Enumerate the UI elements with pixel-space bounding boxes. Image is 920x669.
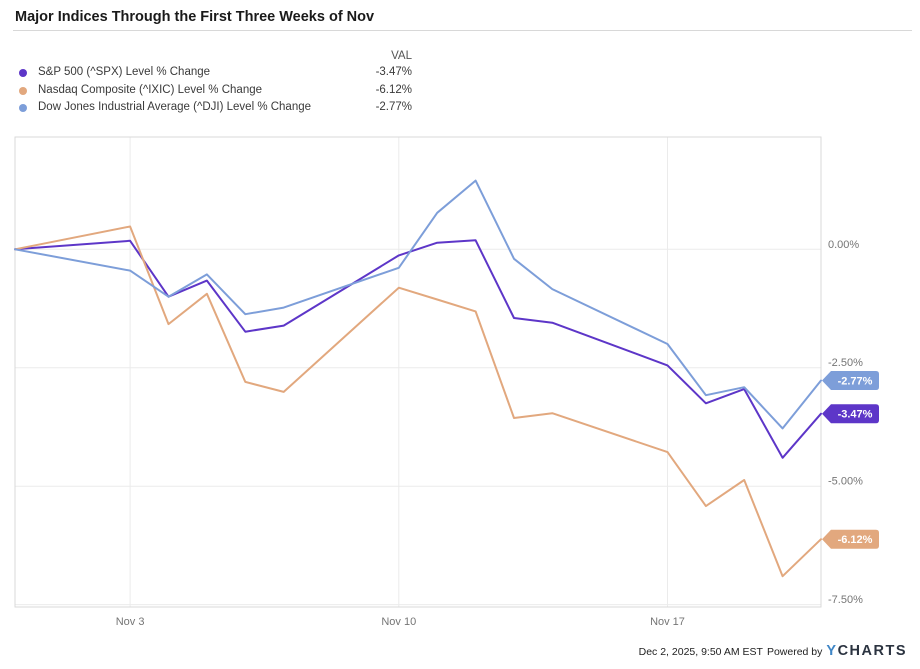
legend-item-dji: Dow Jones Industrial Average (^DJI) Leve… [15, 100, 415, 116]
x-axis-tick-label: Nov 3 [116, 616, 145, 628]
value-badge-2 [822, 371, 879, 391]
timestamp: Dec 2, 2025, 9:50 AM EST [638, 646, 763, 658]
series-line-1 [14, 225, 822, 578]
legend-value: -6.12% [375, 83, 412, 96]
value-badge-1 [822, 529, 879, 549]
value-badge-label-0: -3.47% [838, 408, 873, 420]
x-axis-tick-label: Nov 17 [650, 616, 685, 628]
legend-label: S&P 500 (^SPX) Level % Change [38, 66, 211, 78]
title-divider [13, 30, 912, 31]
y-axis-tick-label: -2.50% [828, 357, 863, 369]
value-badge-label-2: -2.77% [838, 375, 873, 387]
legend-value: -3.47% [375, 66, 412, 78]
legend-label: Nasdaq Composite (^IXIC) Level % Change [38, 83, 263, 96]
ycharts-logo-charts: CHARTS [837, 643, 907, 659]
powered-by-label: Powered by [766, 646, 823, 658]
legend-val-header: VAL [391, 50, 412, 62]
x-axis-tick-label: Nov 10 [381, 616, 416, 628]
plot-border [14, 136, 822, 608]
spx-series-dot-icon [19, 69, 27, 77]
legend-item-spx: S&P 500 (^SPX) Level % Change -3.47% [15, 65, 415, 81]
y-axis-tick-label: 0.00% [828, 239, 859, 251]
legend-value: -2.77% [375, 101, 412, 113]
legend-item-ixic: Nasdaq Composite (^IXIC) Level % Change … [15, 83, 415, 99]
ycharts-logo-y: Y [826, 643, 838, 659]
chart-footer: Dec 2, 2025, 9:50 AM EST Powered by YCHA… [639, 643, 907, 659]
ycharts-logo: YCHARTS [826, 643, 907, 659]
y-axis-tick-label: -5.00% [828, 476, 863, 488]
dji-series-dot-icon [19, 104, 27, 112]
series-line-2 [14, 179, 822, 430]
ixic-series-dot-icon [19, 86, 27, 95]
legend-label: Dow Jones Industrial Average (^DJI) Leve… [38, 101, 312, 113]
series-line-0 [14, 239, 822, 459]
value-badge-label-1: -6.12% [838, 534, 873, 546]
y-axis-tick-label: -7.50% [828, 594, 863, 606]
value-badge-0 [822, 404, 879, 424]
page-title: Major Indices Through the First Three We… [15, 9, 375, 25]
